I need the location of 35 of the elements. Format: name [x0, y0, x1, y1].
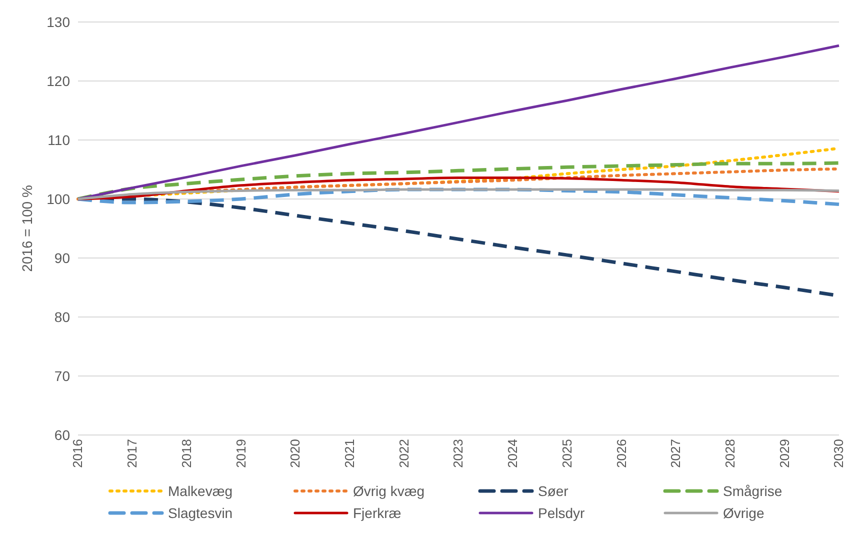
y-tick-label: 80 [54, 308, 70, 325]
x-tick-label: 2016 [70, 439, 86, 468]
x-tick-label: 2029 [776, 439, 792, 468]
y-axis-title: 2016 = 100 % [18, 185, 35, 272]
y-tick-label: 110 [48, 132, 70, 148]
y-tick-label: 60 [54, 426, 70, 443]
y-tick-label: 120 [46, 72, 70, 89]
legend-label: Smågrise [723, 483, 782, 499]
x-tick-label: 2020 [288, 439, 303, 468]
x-tick-label: 2025 [559, 439, 574, 468]
legend-label: Pelsdyr [538, 505, 585, 521]
y-tick-label: 130 [46, 14, 70, 30]
x-tick-label: 2019 [233, 439, 248, 468]
x-tick-label: 2030 [831, 439, 846, 468]
y-tick-label: 70 [54, 368, 70, 384]
x-tick-label: 2027 [668, 439, 684, 468]
x-tick-label: 2028 [722, 439, 738, 468]
x-tick-label: 2023 [450, 439, 466, 468]
legend-label: Malkevæg [168, 483, 233, 499]
x-tick-label: 2018 [178, 439, 194, 468]
legend-label: Øvrige [723, 505, 764, 521]
x-tick-label: 2021 [342, 439, 358, 468]
legend-label: Søer [538, 483, 568, 499]
y-tick-label: 90 [54, 250, 70, 266]
legend-label: Øvrig kvæg [353, 483, 425, 499]
x-tick-label: 2022 [396, 439, 412, 468]
line-series [76, 188, 840, 200]
legend-label: Slagtesvin [168, 505, 233, 521]
x-tick-label: 2024 [505, 439, 520, 468]
line-series [76, 161, 841, 201]
line-series [76, 188, 841, 206]
x-tick-label: 2026 [614, 439, 629, 468]
y-tick-label: 100 [46, 190, 70, 207]
x-tick-label: 2017 [124, 439, 140, 468]
legend-label: Fjerkræ [353, 505, 402, 521]
